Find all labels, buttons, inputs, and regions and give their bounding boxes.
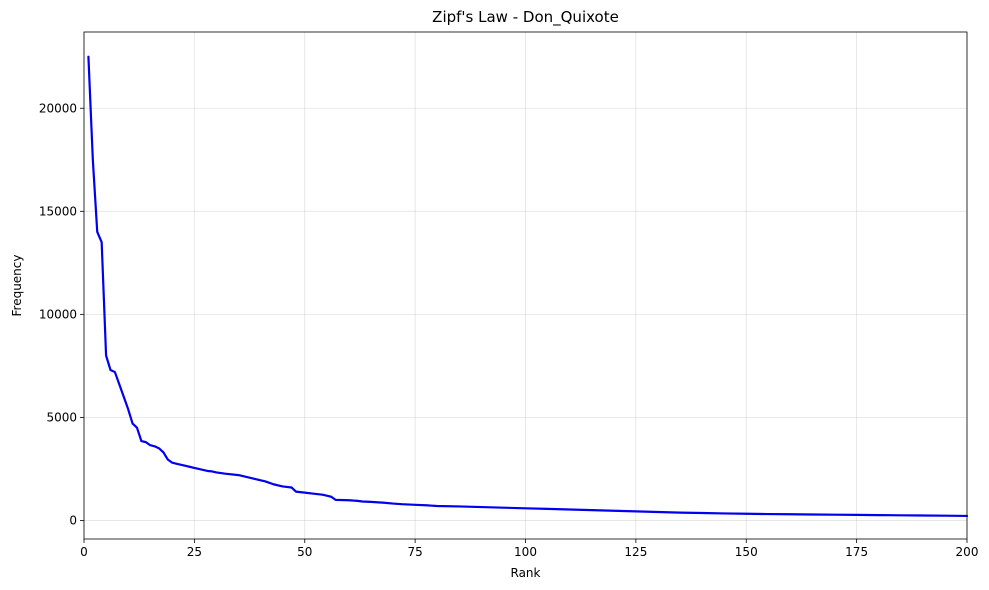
x-tick-label: 50 [297, 545, 312, 559]
series-layer [87, 55, 969, 518]
x-tick-label: 25 [187, 545, 202, 559]
y-tick-label: 15000 [39, 204, 77, 218]
tick-layer: 0 25 50 75 100 125 150 175 200 0 5000 10000 15000 200… [39, 101, 979, 559]
x-tick-label: 150 [735, 545, 758, 559]
x-tick-label: 125 [624, 545, 647, 559]
y-axis-label: Frequency [10, 255, 24, 317]
x-axis-label: Rank [511, 566, 541, 580]
grid-layer [83, 32, 968, 539]
y-tick-label: 20000 [39, 101, 77, 115]
x-tick-label: 0 [80, 545, 88, 559]
x-tick-label: 175 [845, 545, 868, 559]
x-tick-label: 100 [514, 545, 537, 559]
series-line [87, 55, 969, 518]
y-tick-label: 5000 [46, 410, 77, 424]
y-tick-label: 0 [69, 513, 77, 527]
x-tick-label: 200 [956, 545, 979, 559]
y-tick-label: 10000 [39, 307, 77, 321]
x-tick-label: 75 [407, 545, 422, 559]
chart-title: Zipf's Law - Don_Quixote [432, 8, 619, 27]
